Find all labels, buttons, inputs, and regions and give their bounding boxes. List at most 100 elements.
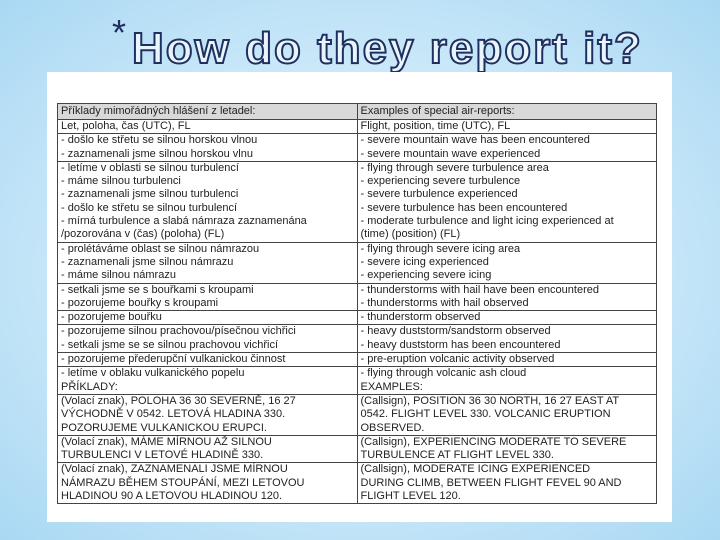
table-cell: - thunderstorms with hail have been enco… [356,282,657,312]
cell-line: 0542. FLIGHT LEVEL 330. VOLCANIC ERUPTIO… [360,408,611,421]
cell-line: TURBULENCI V LETOVÉ HLADINĚ 330. [61,449,264,462]
table-cell: (Volací znak), ZAZNAMENALI JSME MÍRNOU NÁ… [57,462,358,505]
table-cell: - pozorujeme přederupční vulkanickou čin… [57,352,358,368]
cell-line: (Callsign), EXPERIENCING MODERATE TO SEV… [360,435,627,448]
table-cell: (Callsign), POSITION 36 30 NORTH, 16 27 … [356,393,657,436]
cell-line: - pozorujeme silnou prachovou/písečnou v… [61,325,296,338]
cell-line: (Callsign), POSITION 36 30 NORTH, 16 27 … [360,394,620,407]
cell-line: NÁMRAZU BĚHEM STOUPÁNÍ, MEZI LETOVOU [61,476,305,489]
cell-line: Let, poloha, čas (UTC), FL [61,120,191,132]
cell-line: VÝCHODNĚ V 0542. LETOVÁ HLADINA 330. [61,408,286,421]
report-table: Příklady mimořádných hlášení z letadel: E… [57,103,657,505]
cell-line: - severe turbulence has been encountered [360,201,568,214]
cell-line: - severe icing experienced [360,255,489,268]
table-cell: Flight, position, time (UTC), FL [356,118,657,135]
table-cell: - prolétáváme oblast se silnou námrazou -… [57,241,358,284]
table-cell: - došlo ke střetu se silnou horskou vlno… [57,133,358,162]
cell-line: - pozorujeme bouřky s kroupami [61,296,219,309]
cell-line: - pozorujeme přederupční vulkanickou čin… [61,353,286,366]
cell-line: - zaznamenali jsme silnou turbulenci [61,188,239,201]
cell-line: - zaznamenali jsme silnou námrazu [61,255,234,268]
cell-line: - došlo ke střetu se silnou horskou vlno… [61,134,258,147]
table-cell: - pozorujeme bouřku [57,310,358,326]
table-row: (Volací znak), ZAZNAMENALI JSME MÍRNOU NÁ… [57,462,657,505]
table-cell: - flying through volcanic ash cloud EXAMP… [356,366,657,395]
cell-line: PŘÍKLADY: [61,380,118,393]
cell-line: - máme silnou námrazu [61,269,176,282]
table-cell: - letíme v oblasti se silnou turbulencí -… [57,160,358,243]
table-row: - letíme v oblasti se silnou turbulencí -… [57,160,657,243]
header-cell: Příklady mimořádných hlášení z letadel: [57,103,358,120]
cell-line: - thunderstorms with hail observed [360,296,529,309]
cell-line: - severe mountain wave has been encounte… [360,134,590,147]
table-cell: Let, poloha, čas (UTC), FL [57,118,358,135]
cell-line: - zaznamenali jsme silnou horskou vlnu [61,147,253,160]
cell-line: - pozorujeme bouřku [61,311,162,324]
slide-title: How do they report it? [131,23,643,74]
cell-line: FLIGHT LEVEL 120. [360,490,461,503]
table-cell: - flying through severe turbulence area -… [356,160,657,243]
table-card: Příklady mimořádných hlášení z letadel: E… [47,72,672,522]
table-row: - pozorujeme silnou prachovou/písečnou v… [57,324,657,354]
cell-line: /pozorována v (čas) (poloha) (FL) [61,228,225,241]
table-row: (Volací znak), POLOHA 36 30 SEVERNĚ, 16 … [57,393,657,436]
table-cell: - setkali jsme se s bouřkami s kroupami -… [57,282,358,312]
cell-line: - thunderstorms with hail have been enco… [360,283,599,296]
bullet: * [112,12,127,53]
cell-line: (Volací znak), MÁME MÍRNOU AŽ SILNOU [61,435,272,448]
cell-line: (Volací znak), ZAZNAMENALI JSME MÍRNOU [61,463,288,476]
cell-line: (Volací znak), POLOHA 36 30 SEVERNĚ, 16 … [61,394,296,407]
cell-line: - heavy duststorm/sandstorm observed [360,325,551,338]
cell-line: - flying through severe icing area [360,242,521,255]
table-cell: - thunderstorm observed [356,310,657,326]
table-cell: - heavy duststorm/sandstorm observed - he… [356,324,657,354]
cell-line: - experiencing severe turbulence [360,175,521,188]
table-row: Let, poloha, čas (UTC), FL Flight, positi… [57,118,657,135]
table-row: (Volací znak), MÁME MÍRNOU AŽ SILNOU TURB… [57,434,657,464]
cell-line: - mírná turbulence a slabá námraza zazna… [61,215,307,228]
cell-line: - letíme v oblaku vulkanického popelu [61,367,245,380]
cell-line: Flight, position, time (UTC), FL [360,120,511,132]
cell-line: EXAMPLES: [360,380,423,393]
table-cell: (Volací znak), MÁME MÍRNOU AŽ SILNOU TURB… [57,434,358,464]
table-cell: (Volací znak), POLOHA 36 30 SEVERNĚ, 16 … [57,393,358,436]
cell-line: TURBULENCE AT FLIGHT LEVEL 330. [360,449,554,462]
header-row: Příklady mimořádných hlášení z letadel: E… [57,103,657,120]
cell-line: - severe turbulence experienced [360,188,518,201]
table-cell: - severe mountain wave has been encounte… [356,133,657,162]
cell-line: - setkali jsme se se silnou prachovou vi… [61,338,279,351]
cell-line: POZORUJEME VULKANICKOU ERUPCI. [61,421,267,434]
table-cell: (Callsign), MODERATE ICING EXPERIENCED DU… [356,462,657,505]
cell-line: - flying through severe turbulence area [360,161,549,174]
cell-line: - experiencing severe icing [360,269,492,282]
table-cell: - flying through severe icing area - seve… [356,241,657,284]
cell-line: - moderate turbulence and light icing ex… [360,215,614,228]
table-cell: - letíme v oblaku vulkanického popelu PŘÍ… [57,366,358,395]
cell-line: - flying through volcanic ash cloud [360,367,527,380]
cell-line: - severe mountain wave experienced [360,147,541,160]
table-cell: (Callsign), EXPERIENCING MODERATE TO SEV… [356,434,657,464]
cell-line: DURING CLIMB, BETWEEN FLIGHT FEVEL 90 AN… [360,476,622,489]
cell-line: - prolétáváme oblast se silnou námrazou [61,242,260,255]
table-row: - došlo ke střetu se silnou horskou vlno… [57,133,657,162]
header-cell: Examples of special air-reports: [356,103,657,120]
cell-line: - pre-eruption volcanic activity observe… [360,353,555,366]
cell-line: OBSERVED. [360,421,425,434]
cell-line: (time) (position) (FL) [360,228,461,241]
table-row: - letíme v oblaku vulkanického popelu PŘÍ… [57,366,657,395]
cell-line: - heavy duststorm has been encountered [360,338,561,351]
cell-line: - došlo ke střetu se silnou turbulencí [61,201,238,214]
table-cell: - pre-eruption volcanic activity observe… [356,352,657,368]
table-row: - pozorujeme bouřku - thunderstorm observ… [57,310,657,326]
cell-line: - máme silnou turbulenci [61,175,181,188]
table-cell: - pozorujeme silnou prachovou/písečnou v… [57,324,358,354]
table-row: - pozorujeme přederupční vulkanickou čin… [57,352,657,368]
cell-line: (Callsign), MODERATE ICING EXPERIENCED [360,463,591,476]
cell-line: - thunderstorm observed [360,311,481,324]
cell-line: HLADINOU 90 A LETOVOU HLADINOU 120. [61,490,283,503]
table-row: - prolétáváme oblast se silnou námrazou -… [57,241,657,284]
cell-line: - letíme v oblasti se silnou turbulencí [61,161,239,174]
table-row: - setkali jsme se s bouřkami s kroupami -… [57,282,657,312]
cell-line: - setkali jsme se s bouřkami s kroupami [61,283,254,296]
